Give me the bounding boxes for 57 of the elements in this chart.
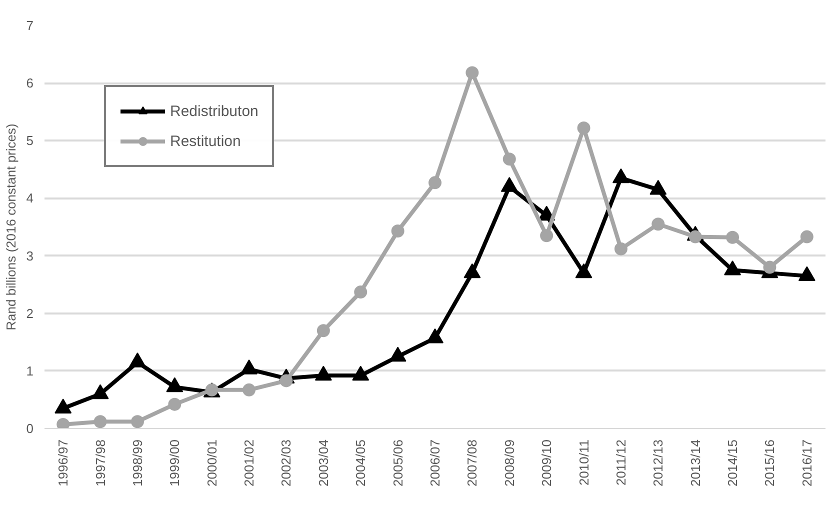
x-tick-label: 2012/13 (650, 439, 666, 486)
x-tick-label: 2007/08 (464, 439, 480, 486)
point (798, 266, 816, 282)
x-tick-label: 2016/17 (799, 439, 814, 486)
point (56, 418, 70, 428)
x-tick-label: 2011/12 (613, 439, 628, 486)
x-tick-label: 2015/16 (762, 439, 778, 486)
y-tick-label: 2 (26, 306, 34, 321)
y-tick-label: 3 (26, 248, 34, 264)
point (726, 230, 740, 244)
y-axis-title: Rand billions (2016 constant prices) (3, 124, 18, 330)
legend-label: Redistributon (170, 102, 258, 120)
point (614, 242, 628, 256)
point (540, 229, 554, 242)
point (128, 352, 146, 368)
x-tick-label: 2000/01 (204, 439, 220, 486)
x-tick-label: 2009/10 (539, 439, 554, 486)
x-tick-label: 2013/14 (688, 439, 703, 486)
y-tick-label: 1 (26, 363, 34, 378)
x-tick-label: 1996/97 (56, 439, 71, 486)
legend-label: Restitution (170, 132, 241, 150)
point (314, 366, 332, 381)
point (352, 366, 370, 381)
x-tick-label: 2003/04 (316, 439, 331, 486)
x-tick-label: 2008/09 (502, 439, 517, 486)
point (426, 328, 444, 344)
point (389, 346, 406, 362)
y-tick-label: 5 (26, 133, 34, 148)
y-tick-label: 0 (26, 421, 34, 436)
point (464, 263, 481, 278)
point (724, 260, 742, 276)
point (652, 218, 665, 231)
x-tick-label: 1998/99 (130, 439, 145, 486)
point (240, 359, 258, 374)
point (428, 176, 442, 190)
point (575, 263, 592, 278)
point (577, 121, 590, 134)
point (800, 230, 814, 244)
x-tick-label: 2001/02 (242, 439, 257, 486)
x-tick-label: 2004/05 (353, 439, 368, 486)
point (92, 384, 109, 400)
x-tick-label: 2006/07 (428, 439, 442, 486)
x-tick-label: 2014/15 (725, 439, 740, 486)
point (54, 398, 72, 414)
x-tick-label: 2002/03 (278, 439, 294, 486)
point (502, 152, 516, 166)
x-tick-label: 2005/06 (390, 439, 406, 486)
x-tick-label: 1999/00 (167, 439, 182, 486)
point (391, 224, 404, 238)
point (763, 260, 776, 274)
x-tick-label: 1997/98 (92, 439, 108, 486)
x-tick-label: 2010/11 (576, 439, 592, 486)
y-tick-label: 4 (26, 190, 34, 206)
y-tick-label: 6 (26, 76, 34, 91)
point (466, 66, 479, 80)
y-tick-label: 7 (26, 18, 34, 33)
point (166, 377, 184, 392)
